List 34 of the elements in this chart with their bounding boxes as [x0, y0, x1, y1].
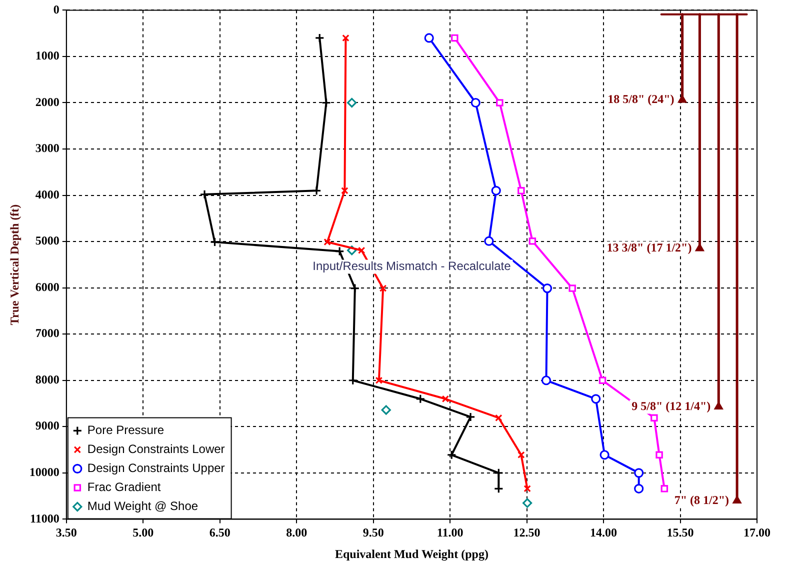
x-axis-title: Equivalent Mud Weight (ppg): [334, 546, 488, 561]
x-tick-label: 8.00: [286, 525, 308, 540]
x-tick-label: 12.50: [513, 525, 540, 540]
series-label: 13 3/8" (17 1/2"): [606, 240, 692, 255]
y-tick-label: 3000: [35, 141, 60, 156]
y-tick-label: 8000: [35, 372, 60, 386]
x-tick-label: 11.00: [436, 525, 464, 540]
legend-label: Pore Pressure: [87, 423, 164, 438]
x-tick-label: 3.50: [56, 525, 77, 540]
y-tick-label: 10000: [29, 465, 60, 480]
legend-label: Mud Weight @ Shoe: [87, 499, 198, 514]
x-tick-label: 9.50: [362, 525, 384, 540]
x-tick-label: 6.50: [209, 525, 230, 540]
y-tick-label: 9000: [35, 418, 60, 433]
x-tick-label: 17.00: [744, 525, 770, 540]
y-tick-label: 7000: [35, 326, 60, 340]
annotation: Input/Results Mismatch - Recalculate: [312, 259, 512, 274]
series-label: 18 5/8" (24"): [608, 92, 674, 106]
x-tick-label: 15.50: [666, 525, 694, 540]
x-tick-label: 14.00: [590, 525, 618, 540]
y-axis-title: True Vertical Depth (ft): [7, 204, 22, 326]
y-tick-label: 4000: [35, 187, 60, 202]
series-label: 7" (8 1/2"): [674, 492, 730, 507]
y-tick-label: 6000: [35, 280, 60, 294]
y-tick-label: 5000: [35, 234, 60, 248]
legend-label: Design Constraints Lower: [87, 442, 225, 456]
y-tick-label: 1000: [35, 48, 60, 63]
y-tick-label: 11000: [30, 511, 60, 526]
series-label: 9 5/8" (12 1/4"): [632, 398, 711, 413]
x-tick-label: 5.00: [132, 525, 154, 540]
legend-label: Frac Gradient: [87, 480, 162, 494]
legend-label: Design Constraints Upper: [87, 461, 225, 476]
y-tick-label: 2000: [35, 94, 60, 109]
y-tick-label: 0: [53, 2, 60, 16]
